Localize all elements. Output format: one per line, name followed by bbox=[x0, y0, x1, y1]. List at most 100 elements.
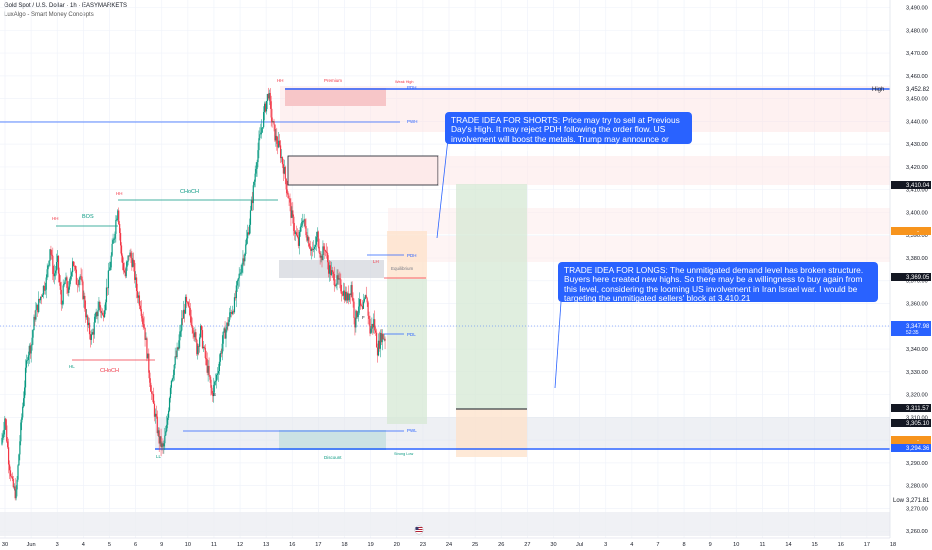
x-tick-label: 24 bbox=[446, 542, 452, 548]
short-target-zone bbox=[387, 279, 427, 424]
shorts-trade-idea-callout[interactable]: TRADE IDEA FOR SHORTS: Price may try to … bbox=[445, 112, 692, 153]
candle-body bbox=[247, 232, 249, 239]
last-price-box bbox=[891, 321, 931, 336]
annotation-labels: BOS CHoCH CHoCH HH HH HH HL LL LH Premiu… bbox=[52, 78, 418, 460]
candle-body bbox=[44, 289, 46, 291]
candle-body bbox=[202, 346, 205, 349]
p3-box bbox=[891, 404, 931, 412]
x-tick-label: 17 bbox=[315, 542, 321, 548]
bos-label: BOS bbox=[82, 214, 94, 220]
indicator-title[interactable]: LuxAlgo - Smart Money Concepts bbox=[4, 12, 94, 18]
candle-body bbox=[244, 253, 246, 262]
candle-body bbox=[127, 255, 129, 262]
candle-body bbox=[167, 410, 170, 418]
candle-body bbox=[46, 269, 48, 278]
flag-icon bbox=[414, 525, 424, 535]
candle-body bbox=[279, 145, 282, 159]
candle-body bbox=[280, 157, 283, 159]
candle-body bbox=[333, 273, 335, 286]
candle-body bbox=[166, 424, 168, 432]
candle-body bbox=[302, 220, 304, 223]
candle-body bbox=[311, 248, 313, 251]
candle-body bbox=[36, 304, 38, 310]
candle-body bbox=[263, 112, 265, 128]
pdl-label: PDL bbox=[407, 332, 416, 337]
candle-body bbox=[309, 246, 311, 249]
candle-body bbox=[141, 315, 143, 319]
candle-body bbox=[382, 333, 384, 340]
candle-body bbox=[255, 168, 257, 174]
candle-body bbox=[348, 293, 350, 301]
structure-lines bbox=[0, 88, 890, 450]
candle-body bbox=[337, 275, 339, 280]
candle-body bbox=[236, 280, 238, 286]
candle-body bbox=[165, 431, 167, 436]
x-tick-label: 16 bbox=[838, 542, 844, 548]
candle-body bbox=[61, 303, 63, 305]
x-tick-label: 4 bbox=[82, 542, 85, 548]
candle-body bbox=[168, 398, 171, 411]
candle-body bbox=[69, 279, 71, 287]
candle-body bbox=[23, 387, 26, 399]
candle-body bbox=[292, 210, 294, 217]
candle-body bbox=[62, 285, 64, 304]
candle-body bbox=[8, 464, 11, 471]
candle-body bbox=[328, 265, 331, 274]
candle-body bbox=[157, 430, 159, 434]
longs-callout-line2: Buyers here created new highs. So there … bbox=[564, 274, 863, 304]
candle-body bbox=[319, 252, 321, 258]
candle-body bbox=[10, 476, 13, 477]
candle-body bbox=[130, 252, 132, 259]
y-tick-label: 3,280.00 bbox=[906, 484, 928, 490]
candle-body bbox=[362, 301, 365, 309]
symbol-title[interactable]: Gold Spot / U.S. Dollar · 1h · EASYMARKE… bbox=[4, 3, 128, 9]
candle-body bbox=[34, 316, 36, 320]
p4-price: 3,305.10 bbox=[906, 421, 930, 427]
candle-body bbox=[199, 337, 201, 347]
candle-body bbox=[354, 317, 356, 328]
candle-body bbox=[351, 285, 353, 298]
candle-body bbox=[43, 285, 45, 291]
candle-body bbox=[338, 278, 340, 280]
candle-body bbox=[215, 380, 217, 382]
y-tick-label: 3,370.00 bbox=[906, 279, 928, 285]
candle-body bbox=[55, 270, 57, 274]
candle-body bbox=[245, 244, 247, 254]
candle-body bbox=[384, 338, 386, 341]
pdh-top-label: PDH bbox=[407, 85, 417, 90]
candle-body bbox=[135, 277, 137, 280]
candle-body bbox=[124, 272, 126, 277]
candle-body bbox=[83, 295, 85, 299]
candle-body bbox=[212, 393, 214, 397]
candle-body bbox=[21, 417, 23, 423]
sellers-block-extend bbox=[438, 156, 890, 185]
candle-body bbox=[170, 380, 173, 388]
x-tick-label: 26 bbox=[498, 542, 504, 548]
candle-body bbox=[98, 301, 100, 311]
candle-body bbox=[216, 373, 219, 375]
x-tick-label: 12 bbox=[237, 542, 243, 548]
pwh-label: PWH bbox=[407, 119, 418, 124]
candle-body bbox=[106, 287, 109, 289]
candle-body bbox=[187, 302, 189, 307]
candle-body bbox=[101, 312, 103, 314]
candle-body bbox=[271, 117, 273, 123]
candle-body bbox=[93, 322, 95, 335]
candle-body bbox=[161, 443, 163, 448]
longs-trade-idea-callout[interactable]: TRADE IDEA FOR LONGS: The unmitigated de… bbox=[558, 262, 878, 304]
candle-body bbox=[276, 135, 278, 144]
last-price: 3,347.98 bbox=[906, 324, 930, 330]
candle-body bbox=[167, 417, 169, 425]
candle-body bbox=[145, 338, 147, 340]
candle-body bbox=[262, 127, 264, 128]
candle-body bbox=[180, 330, 182, 332]
x-tick-label: 10 bbox=[733, 542, 739, 548]
candle-body bbox=[41, 294, 44, 297]
candle-body bbox=[179, 331, 181, 341]
candle-body bbox=[304, 219, 306, 227]
candle-body bbox=[15, 489, 17, 499]
candle-body bbox=[242, 258, 244, 265]
y-tick-label: 3,430.00 bbox=[906, 142, 928, 148]
candle-body bbox=[11, 476, 13, 480]
candle-body bbox=[2, 434, 4, 438]
